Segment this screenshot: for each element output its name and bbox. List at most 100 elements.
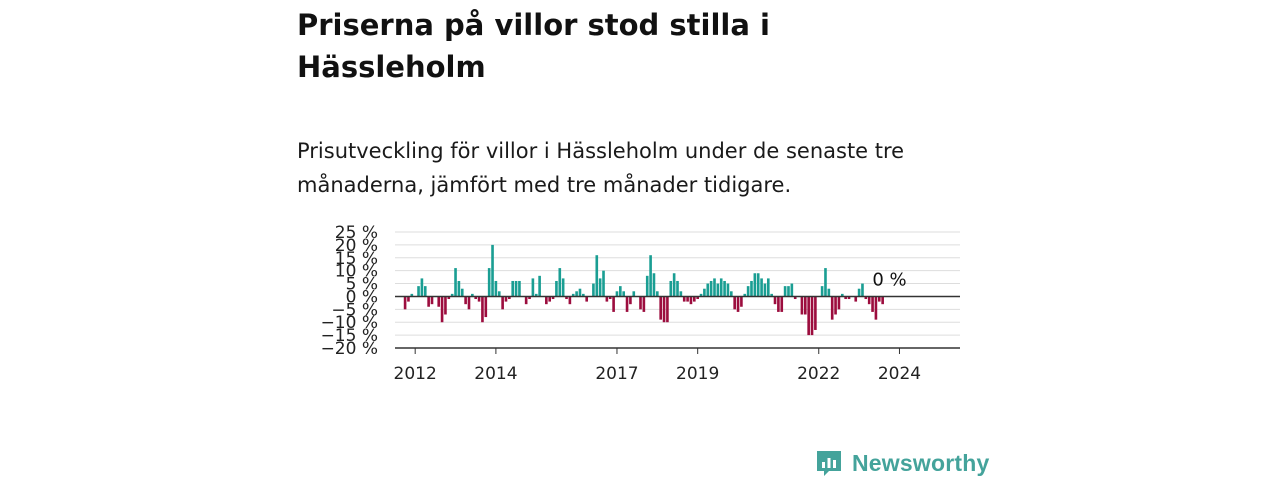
- bar: [592, 283, 595, 297]
- bar: [662, 296, 666, 323]
- bar: [787, 286, 790, 297]
- bar: [619, 286, 622, 297]
- bar: [877, 296, 881, 302]
- bar: [874, 296, 878, 320]
- bar: [689, 296, 693, 305]
- bar: [524, 296, 528, 305]
- bar: [659, 296, 662, 320]
- bar: [760, 278, 763, 297]
- bar: [693, 296, 696, 302]
- bar: [578, 288, 582, 297]
- bar: [807, 296, 810, 336]
- bar: [783, 286, 787, 297]
- y-tick-label: −15 %: [321, 326, 378, 346]
- bar: [598, 278, 602, 297]
- bar: [639, 296, 642, 310]
- bar: [854, 296, 858, 302]
- bar: [608, 296, 612, 300]
- bar: [528, 296, 531, 300]
- bars: [403, 244, 884, 336]
- bar: [457, 280, 461, 297]
- bar: [699, 293, 703, 297]
- bar: [703, 288, 706, 297]
- bar: [605, 296, 609, 302]
- bar: [568, 296, 572, 305]
- bar: [642, 296, 646, 312]
- y-tick-label: 15 %: [335, 249, 378, 269]
- bar: [561, 278, 565, 297]
- bar: [440, 296, 444, 323]
- bar: [471, 293, 474, 297]
- bar: [830, 296, 834, 320]
- bar: [682, 296, 686, 302]
- x-tick-label: 2022: [797, 364, 840, 384]
- bar: [857, 288, 861, 297]
- bar: [814, 296, 817, 330]
- bar: [861, 283, 864, 297]
- bar: [484, 296, 488, 318]
- bar: [706, 283, 710, 297]
- bar: [477, 296, 481, 302]
- bar: [770, 293, 773, 297]
- bar: [679, 291, 683, 297]
- bar: [837, 296, 841, 310]
- bar: [437, 296, 441, 307]
- y-tick-label: 10 %: [335, 262, 378, 282]
- bar: [743, 293, 747, 297]
- bar: [497, 291, 501, 297]
- bar: [558, 268, 562, 297]
- bar: [666, 296, 669, 323]
- bar: [649, 255, 652, 297]
- bar: [676, 280, 679, 297]
- bar: [615, 291, 619, 297]
- newsworthy-logo-icon: [817, 451, 841, 476]
- bar: [716, 283, 720, 297]
- y-tick-label: 0 %: [346, 287, 378, 307]
- x-tick-label: 2017: [595, 364, 638, 384]
- annotations: 0 %: [872, 269, 906, 290]
- bar: [800, 296, 804, 315]
- x-tick-label: 2014: [474, 364, 517, 384]
- y-tick-label: −10 %: [321, 313, 378, 333]
- bar: [454, 268, 457, 297]
- bar: [423, 286, 427, 297]
- bar: [571, 293, 575, 297]
- axes: [395, 295, 960, 349]
- bar: [447, 296, 451, 300]
- y-axis-ticks: 25 %20 %15 %10 %5 %0 %−5 %−10 %−15 %−20 …: [321, 223, 378, 359]
- bar: [726, 283, 730, 297]
- bar: [834, 296, 837, 315]
- brand-name: Newsworthy: [852, 449, 990, 476]
- bar: [622, 291, 626, 297]
- bar: [444, 296, 447, 315]
- newsworthy-logo: Newsworthy: [815, 446, 989, 480]
- bar: [803, 296, 807, 315]
- bar: [827, 288, 831, 297]
- bar: [864, 296, 868, 300]
- bar: [672, 273, 676, 297]
- bar: [427, 296, 430, 307]
- bar: [645, 275, 649, 297]
- bar: [736, 296, 740, 312]
- bar: [810, 296, 814, 336]
- bar: [531, 278, 535, 297]
- bar: [548, 296, 552, 302]
- bar: [551, 296, 555, 300]
- bar: [407, 296, 410, 302]
- y-tick-label: 5 %: [346, 275, 378, 295]
- bar: [719, 278, 723, 297]
- bar: [595, 255, 599, 297]
- bar: [820, 286, 824, 297]
- bar: [481, 296, 484, 323]
- x-tick-label: 2024: [878, 364, 921, 384]
- bar: [793, 296, 797, 300]
- bar: [460, 288, 464, 297]
- bar: [729, 291, 733, 297]
- bar: [847, 296, 851, 300]
- bar: [709, 280, 713, 297]
- bar: [723, 280, 726, 297]
- bar: [450, 293, 454, 297]
- bar: [753, 273, 757, 297]
- bar: [534, 293, 538, 297]
- bar: [430, 296, 434, 305]
